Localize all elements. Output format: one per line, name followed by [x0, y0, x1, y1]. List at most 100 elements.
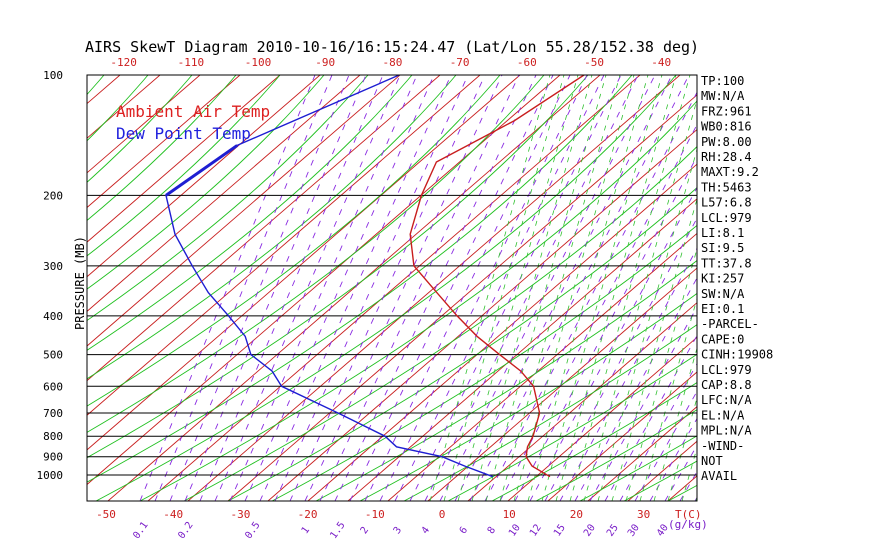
mixing-ratio-line	[334, 75, 537, 501]
pressure-tick-1000: 1000	[37, 469, 64, 482]
saturation-line	[583, 98, 697, 501]
mixing-ratio-line	[454, 75, 673, 501]
chart-title: AIRS SkewT Diagram 2010-10-16/16:15:24.4…	[85, 38, 699, 56]
saturation-line	[597, 148, 697, 501]
index-entry: LFC:N/A	[701, 393, 752, 407]
moist-adiabat-line	[447, 353, 697, 501]
saturation-line	[457, 75, 579, 501]
mixing-ratio-tick: 2	[359, 525, 371, 536]
top-temp-tick: -110	[178, 56, 205, 69]
top-temperature-ticks: -120 -110 -100 -90 -80 -70 -60 -50 -40	[110, 56, 671, 69]
pressure-tick-200: 200	[43, 189, 63, 202]
profile-lines	[165, 75, 585, 478]
dry-adiabat-line	[87, 75, 521, 451]
moist-adiabat-line	[87, 75, 237, 222]
dry-adiabat-line	[427, 267, 697, 501]
temperature-profile	[409, 75, 585, 478]
moist-adiabat-line	[87, 75, 589, 459]
top-temp-tick: -50	[584, 56, 604, 69]
dry-adiabat-line	[87, 75, 241, 209]
bottom-temp-tick: 10	[503, 508, 516, 521]
index-entry: RH:28.4	[701, 150, 752, 164]
mixing-ratio-tick: 1	[300, 525, 312, 536]
saturation-line	[527, 75, 649, 501]
mixing-ratio-line	[319, 75, 520, 501]
mixing-ratio-line	[484, 91, 697, 501]
index-entry: LCL:979	[701, 211, 752, 225]
mixing-ratio-line	[634, 390, 697, 501]
index-entry: FRZ:961	[701, 104, 752, 118]
saturation-line	[555, 75, 677, 501]
legend: Ambient Air Temp Dew Point Temp	[116, 102, 270, 143]
index-entry: CAPE:0	[701, 332, 744, 346]
saturation-line	[625, 247, 697, 501]
moist-adiabat-line	[87, 75, 501, 407]
dry-adiabat-line	[467, 302, 697, 501]
pressure-tick-500: 500	[43, 349, 63, 362]
moist-adiabat-line	[491, 382, 697, 501]
moist-adiabat-line	[87, 75, 457, 380]
moist-adiabat-line	[87, 75, 413, 351]
dry-adiabat-line	[547, 371, 697, 501]
top-temp-tick: -60	[517, 56, 537, 69]
index-entry: PW:8.00	[701, 135, 752, 149]
mixing-ratio-line	[394, 75, 605, 501]
mixing-ratio-line	[304, 75, 503, 501]
saturation-line	[471, 75, 593, 501]
index-entry: KI:257	[701, 272, 744, 286]
bottom-temperature-ticks: -50 -40 -30 -20 -10 0 10 20 30	[96, 508, 650, 521]
pressure-tick-300: 300	[43, 260, 63, 273]
dry-adiabat-line	[87, 75, 401, 347]
dry-adiabat-line	[587, 406, 697, 501]
bottom-temp-tick: -50	[96, 508, 116, 521]
pressure-tick-700: 700	[43, 407, 63, 420]
dry-adiabat-line	[227, 94, 697, 501]
mixing-ratio-line	[604, 334, 697, 501]
moist-adiabat-line	[87, 75, 633, 483]
x-axis-label: T(C)	[675, 508, 702, 521]
mixing-ratio-line	[469, 75, 690, 501]
index-entry: TT:37.8	[701, 256, 752, 270]
dewpoint-profile	[165, 75, 494, 478]
dry-adiabat-line	[147, 75, 641, 501]
mixing-ratio-line	[649, 417, 697, 501]
isobars	[87, 194, 697, 476]
mixing-ratio-unit-label: (g/kg)	[668, 518, 708, 531]
dry-adiabat-line	[387, 232, 697, 501]
mixing-ratio-tick: 6	[458, 525, 470, 536]
moist-adiabat-line	[139, 100, 697, 501]
mixing-ratio-line	[574, 277, 697, 501]
index-entry: EI:0.1	[701, 302, 744, 316]
mixing-ratio-tick: 3	[392, 525, 404, 536]
mixing-ratio-line	[544, 217, 697, 501]
moist-adiabat-line	[87, 75, 193, 183]
index-entry: LCL:979	[701, 363, 752, 377]
mixing-ratio-tick: 4	[420, 525, 432, 536]
moist-adiabat-line	[315, 259, 697, 501]
top-temp-tick: -90	[315, 56, 335, 69]
pressure-tick-900: 900	[43, 451, 63, 464]
index-entry: MPL:N/A	[701, 424, 752, 438]
index-entry: L57:6.8	[701, 196, 752, 210]
legend-entry-1: Dew Point Temp	[116, 124, 251, 143]
index-entry: SW:N/A	[701, 287, 745, 301]
saturation-line	[443, 75, 565, 501]
index-entry: TH:5463	[701, 180, 752, 194]
moist-adiabat-line	[183, 145, 697, 501]
mixing-ratio-line	[349, 75, 554, 501]
legend-entry-0: Ambient Air Temp	[116, 102, 270, 121]
index-entry: MAXT:9.2	[701, 165, 759, 179]
mixing-ratio-line	[364, 75, 571, 501]
moist-adiabat-line	[87, 75, 325, 290]
moist-adiabat-line	[359, 292, 697, 501]
background-lines	[87, 75, 697, 501]
index-entry: LI:8.1	[701, 226, 744, 240]
saturation-line	[611, 197, 697, 501]
dry-adiabat-line	[87, 75, 321, 278]
mixing-ratio-tick: 8	[486, 525, 498, 536]
mixing-ratio-line	[559, 247, 697, 501]
mixing-ratio-line	[529, 186, 697, 501]
moist-adiabat-line	[95, 75, 677, 501]
